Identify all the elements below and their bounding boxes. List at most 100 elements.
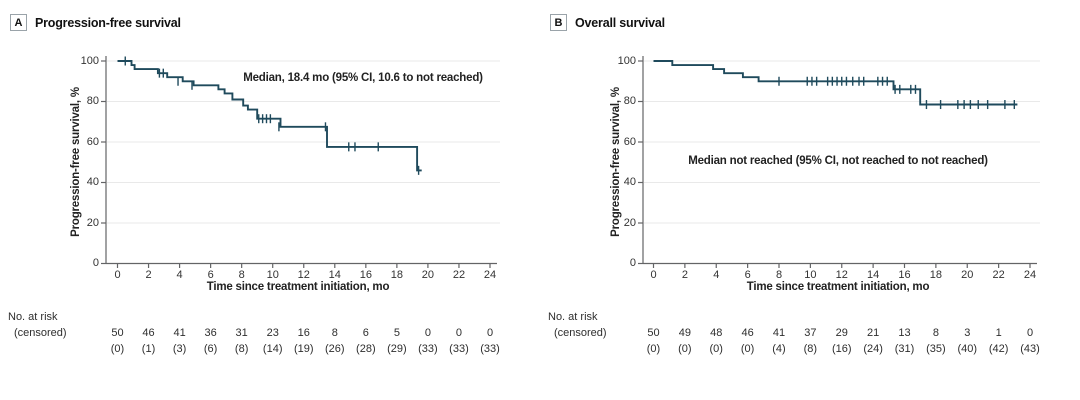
panel-label-box: B	[550, 14, 567, 31]
y-tick-label: 80	[86, 95, 99, 107]
risk-table-header-line2: (censored)	[554, 327, 607, 339]
at-risk-count: 48	[710, 327, 723, 339]
y-tick-label: 60	[86, 135, 99, 148]
censored-count: (4)	[772, 343, 786, 355]
at-risk-count: 1	[995, 327, 1002, 339]
at-risk-count: 50	[647, 327, 660, 339]
at-risk-count: 50	[111, 327, 124, 339]
x-tick-label: 6	[744, 269, 751, 281]
censored-count: (19)	[293, 343, 314, 355]
censored-count: (6)	[203, 343, 218, 355]
x-tick-label: 0	[114, 269, 121, 281]
y-tick-label: 0	[629, 257, 636, 269]
at-risk-count: 0	[486, 327, 494, 339]
km-curve-plot-b	[638, 56, 1040, 268]
panel-header: A Progression-free survival	[10, 14, 181, 31]
x-axis-title: Time since treatment initiation, mo	[206, 281, 390, 293]
x-tick-label: 16	[359, 269, 372, 281]
x-tick-label: 10	[804, 269, 817, 281]
censored-count: (40)	[957, 343, 978, 355]
x-tick-label: 14	[328, 269, 341, 281]
censored-count: (42)	[988, 343, 1009, 355]
y-tick-label: 20	[86, 216, 99, 229]
censored-count: (26)	[325, 343, 345, 355]
at-risk-count: 6	[362, 327, 369, 339]
y-tick-label: 20	[623, 216, 636, 229]
panel-title: Progression-free survival	[35, 15, 181, 30]
x-tick-label: 24	[483, 269, 497, 281]
x-tick-label: 14	[867, 269, 880, 281]
x-axis-title: Time since treatment initiation, mo	[746, 281, 930, 293]
x-tick-label: 22	[452, 269, 466, 281]
at-risk-count: 8	[331, 327, 338, 339]
censored-count: (33)	[418, 343, 438, 355]
x-tick-label: 20	[421, 269, 435, 281]
x-tick-label: 16	[898, 269, 911, 281]
at-risk-count: 31	[235, 327, 248, 339]
risk-table-header-line1: No. at risk	[548, 311, 598, 323]
censored-count: (0)	[110, 343, 125, 355]
at-risk-count: 3	[964, 327, 971, 339]
at-risk-count: 5	[393, 327, 400, 339]
censored-count: (1)	[141, 343, 156, 355]
at-risk-count: 23	[266, 327, 279, 339]
censored-count: (0)	[709, 343, 723, 355]
x-tick-label: 8	[238, 269, 245, 281]
x-tick-label: 12	[297, 269, 310, 281]
km-curve-plot-a	[101, 56, 500, 268]
median-annotation: Median not reached (95% CI, not reached …	[688, 155, 988, 167]
at-risk-count: 0	[455, 327, 463, 339]
y-tick-label: 60	[623, 135, 636, 148]
censored-count: (0)	[678, 343, 692, 355]
km-survival-curve	[653, 60, 1018, 106]
risk-table-header-line2: (censored)	[14, 327, 67, 339]
x-tick-label: 4	[713, 269, 720, 281]
y-axis-title: Progression-free survival, %	[70, 87, 82, 237]
x-tick-label: 10	[266, 269, 279, 281]
censored-count: (33)	[449, 343, 469, 355]
censored-count: (31)	[894, 343, 915, 355]
y-tick-label: 40	[623, 176, 636, 188]
at-risk-count: 21	[867, 327, 880, 339]
risk-table-header-line1: No. at risk	[8, 311, 58, 323]
panel-title: Overall survival	[575, 15, 665, 30]
at-risk-count: 29	[835, 327, 848, 339]
censored-count: (33)	[480, 343, 500, 355]
x-tick-label: 8	[775, 269, 783, 281]
y-tick-label: 0	[92, 257, 99, 269]
censored-count: (43)	[1020, 343, 1040, 355]
y-tick-label: 100	[80, 54, 99, 67]
x-tick-label: 4	[176, 269, 183, 281]
y-tick-label: 40	[86, 176, 99, 188]
at-risk-count: 37	[804, 327, 817, 339]
at-risk-count: 0	[424, 327, 431, 339]
at-risk-count: 46	[142, 327, 155, 339]
at-risk-count: 16	[297, 327, 310, 339]
x-tick-label: 0	[650, 269, 657, 281]
x-tick-label: 6	[207, 269, 214, 281]
censored-count: (8)	[803, 343, 818, 355]
median-annotation: Median, 18.4 mo (95% CI, 10.6 to not rea…	[243, 72, 483, 84]
censored-count: (24)	[863, 343, 883, 355]
y-tick-label: 100	[617, 54, 636, 67]
at-risk-count: 41	[772, 327, 786, 339]
panel-overall-survival: B Overall survival Progression-free surv…	[540, 0, 1080, 400]
censored-count: (28)	[356, 343, 376, 355]
censored-count: (0)	[740, 343, 755, 355]
censored-count: (14)	[262, 343, 283, 355]
at-risk-count: 49	[678, 327, 691, 339]
censored-count: (3)	[172, 343, 187, 355]
censored-count: (16)	[831, 343, 852, 355]
at-risk-count: 0	[1026, 327, 1034, 339]
censored-count: (0)	[646, 343, 661, 355]
x-tick-label: 18	[929, 269, 942, 281]
panel-progression-free-survival: A Progression-free survival Progression-…	[8, 14, 500, 355]
censored-count: (29)	[387, 343, 407, 355]
y-tick-label: 80	[623, 95, 636, 107]
km-survival-curve	[117, 60, 422, 172]
x-tick-label: 2	[681, 269, 688, 281]
at-risk-count: 8	[932, 327, 939, 339]
x-tick-label: 12	[835, 269, 848, 281]
censored-count: (35)	[926, 343, 946, 355]
